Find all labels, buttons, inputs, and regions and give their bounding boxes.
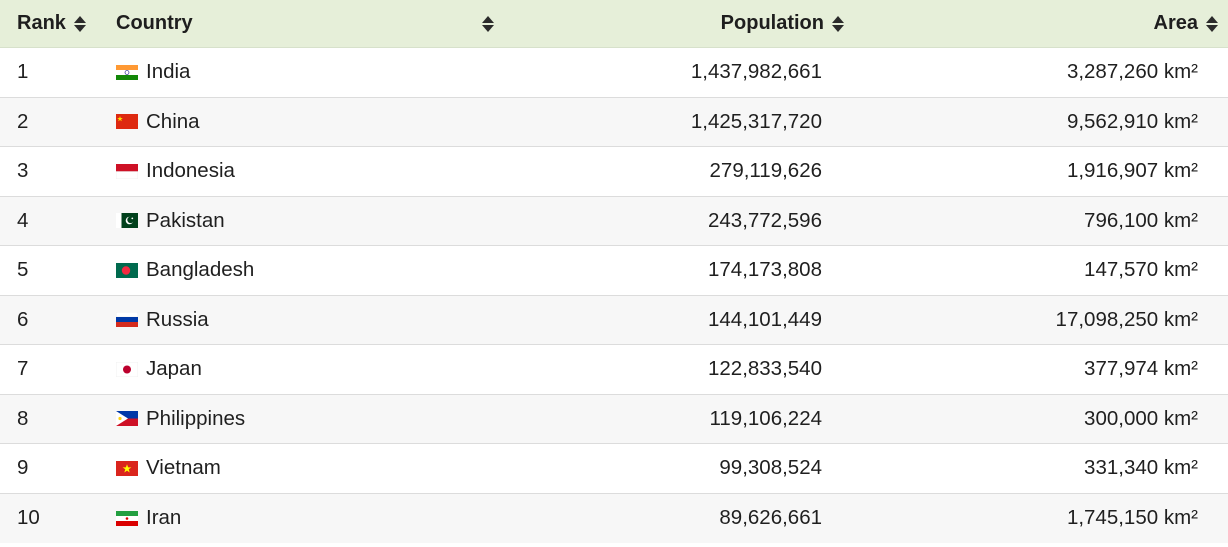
area-cell: 796,100 km² [1084, 208, 1198, 232]
country-name: Philippines [146, 406, 246, 430]
rank-cell: 9 [17, 456, 29, 480]
table-header: Rank Country Population Area [0, 0, 1228, 48]
population-column-header[interactable]: Population [520, 12, 850, 35]
sort-icon[interactable] [1206, 15, 1218, 32]
country-cell[interactable]: Pakistan [100, 209, 520, 233]
japan-flag-icon [116, 361, 138, 377]
country-name: Japan [146, 357, 202, 381]
sort-icon[interactable] [832, 15, 844, 32]
population-cell: 279,119,626 [709, 159, 822, 183]
area-cell: 147,570 km² [1084, 258, 1198, 282]
population-cell: 122,833,540 [707, 357, 822, 381]
country-name: Iran [146, 506, 182, 530]
bangladesh-flag-icon [116, 262, 138, 278]
table-row[interactable]: 9 Vietnam 99,308,524 331,340 km² [0, 444, 1228, 494]
area-column-header[interactable]: Area [850, 12, 1228, 35]
population-cell: 89,626,661 [719, 506, 822, 530]
table-row[interactable]: 1 India 1,437,982,661 3,287,260 km² [0, 48, 1228, 98]
population-cell: 1,425,317,720 [690, 109, 822, 133]
area-cell: 17,098,250 km² [1055, 307, 1198, 331]
country-header-label: Country [116, 12, 193, 34]
rank-cell: 6 [17, 307, 29, 331]
rank-cell: 2 [17, 109, 29, 133]
philippines-flag-icon [116, 411, 138, 427]
population-cell: 1,437,982,661 [690, 60, 822, 84]
sort-icon[interactable] [73, 15, 86, 32]
iran-flag-icon [116, 510, 138, 526]
india-flag-icon [116, 64, 138, 80]
area-header-label: Area [1153, 12, 1198, 34]
russia-flag-icon [116, 312, 138, 328]
area-cell: 9,562,910 km² [1066, 109, 1198, 133]
table-row[interactable]: 8 Philippines 119,106,224 300,000 km² [0, 394, 1228, 444]
country-cell[interactable]: Japan [100, 357, 520, 381]
table-row[interactable]: 10 Iran 89,626,661 1,745,150 km² [0, 493, 1228, 543]
country-cell[interactable]: Indonesia [100, 159, 520, 183]
table-row[interactable]: 2 China 1,425,317,720 9,562,910 km² [0, 97, 1228, 147]
table-body: 1 India 1,437,982,661 3,287,260 km² 2 Ch… [0, 48, 1228, 543]
country-column-header[interactable]: Country [100, 12, 520, 35]
table-row[interactable]: 5 Bangladesh 174,173,808 147,570 km² [0, 246, 1228, 296]
rank-cell: 8 [17, 406, 29, 430]
country-name: Bangladesh [146, 258, 255, 282]
rank-cell: 5 [17, 258, 29, 282]
rank-cell: 1 [17, 60, 29, 84]
area-cell: 3,287,260 km² [1066, 60, 1198, 84]
rank-column-header[interactable]: Rank [0, 12, 100, 35]
table-row[interactable]: 3 Indonesia 279,119,626 1,916,907 km² [0, 147, 1228, 197]
population-header-label: Population [720, 12, 824, 34]
table-row[interactable]: 4 Pakistan 243,772,596 796,100 km² [0, 196, 1228, 246]
country-cell[interactable]: Russia [100, 308, 520, 332]
pakistan-flag-icon [116, 213, 138, 229]
rank-header-label: Rank [17, 12, 66, 34]
country-cell[interactable]: China [100, 110, 520, 134]
country-name: Vietnam [146, 456, 221, 480]
rank-cell: 7 [17, 357, 29, 381]
country-cell[interactable]: Iran [100, 506, 520, 530]
population-cell: 119,106,224 [709, 406, 822, 430]
area-cell: 377,974 km² [1084, 357, 1198, 381]
area-cell: 300,000 km² [1084, 406, 1198, 430]
country-name: India [146, 60, 191, 84]
table-row[interactable]: 7 Japan 122,833,540 377,974 km² [0, 345, 1228, 395]
sort-icon[interactable] [482, 15, 494, 32]
area-cell: 331,340 km² [1084, 456, 1198, 480]
country-name: Russia [146, 307, 209, 331]
population-cell: 174,173,808 [707, 258, 822, 282]
population-cell: 243,772,596 [707, 208, 822, 232]
country-name: Pakistan [146, 208, 225, 232]
indonesia-flag-icon [116, 163, 138, 179]
population-cell: 144,101,449 [707, 307, 822, 331]
country-cell[interactable]: Bangladesh [100, 258, 520, 282]
table-row[interactable]: 6 Russia 144,101,449 17,098,250 km² [0, 295, 1228, 345]
area-cell: 1,745,150 km² [1066, 506, 1198, 530]
country-name: China [146, 109, 200, 133]
rank-cell: 3 [17, 159, 29, 183]
country-cell[interactable]: India [100, 60, 520, 84]
rank-cell: 4 [17, 208, 29, 232]
country-cell[interactable]: Vietnam [100, 456, 520, 480]
population-cell: 99,308,524 [719, 456, 822, 480]
vietnam-flag-icon [116, 460, 138, 476]
country-cell[interactable]: Philippines [100, 407, 520, 431]
area-cell: 1,916,907 km² [1066, 159, 1198, 183]
rank-cell: 10 [17, 506, 40, 530]
china-flag-icon [116, 114, 138, 130]
country-name: Indonesia [146, 159, 235, 183]
